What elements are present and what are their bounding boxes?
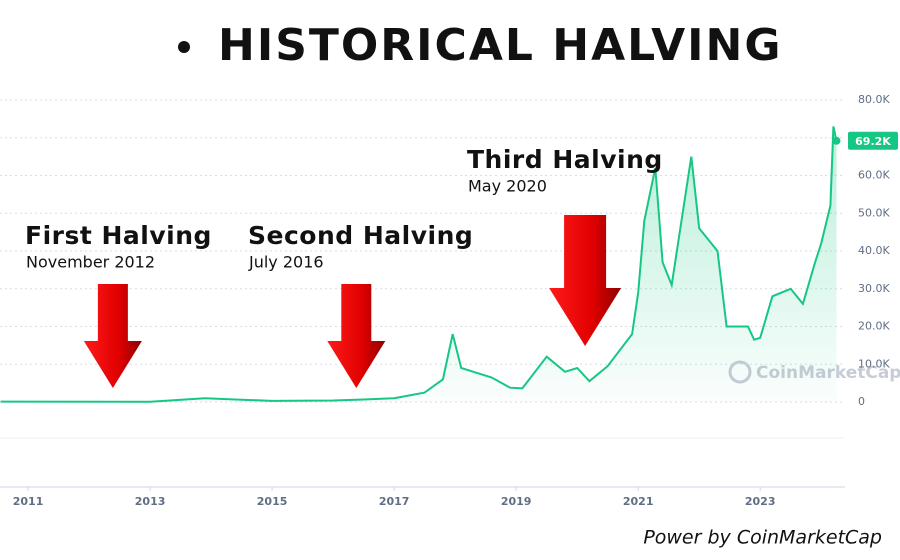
price-tag-label: 69.2K (855, 135, 891, 148)
halving-label: Third Halving (467, 145, 663, 174)
y-tick-label: 60.0K (858, 169, 890, 182)
x-tick-label: 2023 (745, 495, 776, 508)
halving-date: November 2012 (26, 253, 155, 272)
x-tick-label: 2019 (501, 495, 532, 508)
halving-label: First Halving (25, 221, 212, 250)
halving-arrow (83, 284, 142, 388)
halving-arrow (549, 215, 622, 346)
x-tick-label: 2011 (13, 495, 44, 508)
halving-label: Second Halving (248, 221, 473, 250)
y-tick-label: 50.0K (858, 206, 890, 219)
chart-title: HISTORICAL HALVING (218, 20, 782, 71)
halving-date: May 2020 (468, 177, 547, 196)
last-price-dot (832, 136, 841, 145)
x-tick-label: 2013 (135, 495, 166, 508)
x-tick-label: 2015 (257, 495, 288, 508)
bullet (178, 41, 190, 53)
y-tick-label: 40.0K (858, 244, 890, 257)
halving-arrow (327, 284, 386, 388)
y-tick-label: 10.0K (858, 357, 890, 370)
price-line (0, 126, 838, 403)
x-tick-label: 2021 (623, 495, 654, 508)
price-tag (848, 131, 898, 150)
halving-date: July 2016 (248, 253, 324, 272)
price-area (0, 126, 837, 403)
footer: Power by CoinMarketCap (643, 527, 882, 549)
y-tick-label: 20.0K (858, 320, 890, 333)
y-tick-label: 80.0K (858, 93, 890, 106)
x-tick-label: 2017 (379, 495, 410, 508)
y-tick-label: 30.0K (858, 282, 890, 295)
y-tick-label: 0 (858, 395, 865, 408)
